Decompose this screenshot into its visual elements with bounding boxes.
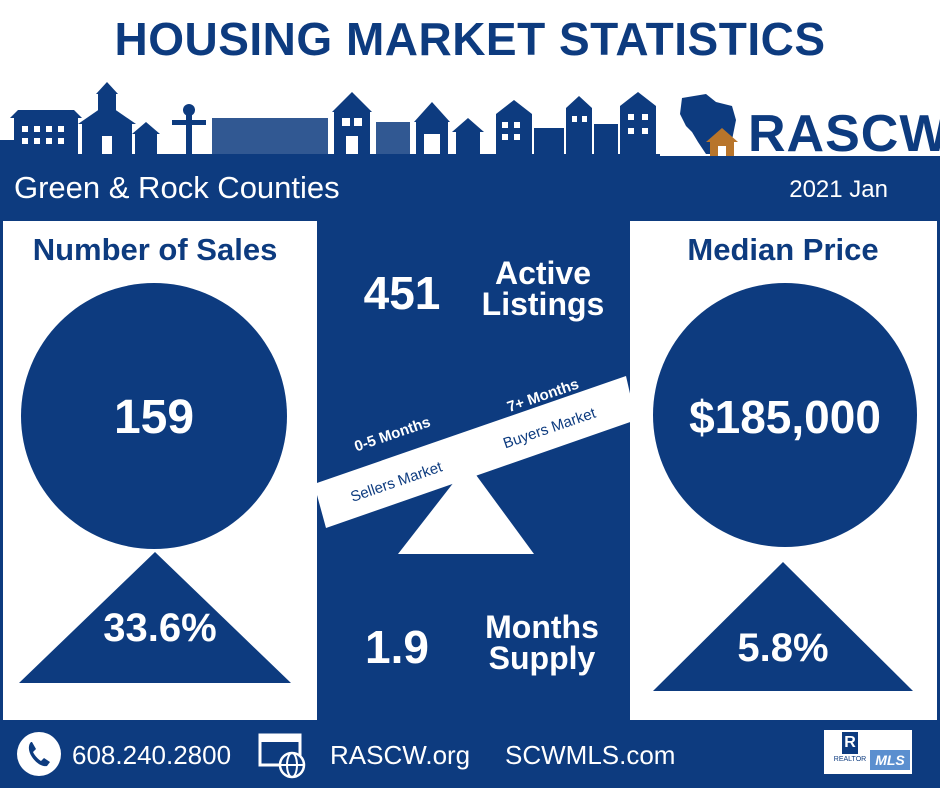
region-band — [0, 156, 940, 221]
scale-beam — [314, 376, 636, 528]
supply-value: 1.9 — [365, 621, 429, 673]
phone-number[interactable]: 608.240.2800 — [72, 740, 232, 770]
period-label: 2021 Jan — [789, 176, 888, 203]
listings-label: Active Listings — [468, 255, 618, 322]
left-border — [0, 220, 3, 720]
supply-label-line1: Months — [485, 609, 599, 645]
sales-change: 33.6% — [103, 606, 217, 650]
sales-circle — [21, 283, 287, 549]
scale-fulcrum — [398, 464, 534, 554]
realtor-text: REALTOR — [833, 756, 867, 763]
realtor-mls-badge: R REALTOR MLS — [824, 730, 912, 774]
price-up-triangle-icon — [653, 562, 913, 691]
realtor-r-logo: R — [842, 732, 858, 754]
listings-value: 451 — [363, 267, 441, 319]
rascw-link[interactable]: RASCW.org — [330, 740, 471, 770]
page-title: HOUSING MARKET STATISTICS — [114, 13, 826, 65]
price-change: 5.8% — [737, 626, 829, 670]
right-border — [937, 220, 940, 720]
footer-bar — [0, 720, 940, 788]
region-label: Green & Rock Counties — [14, 170, 340, 205]
rascw-logo-text: RASCW — [748, 105, 940, 163]
supply-label: Months Supply — [466, 609, 618, 676]
price-circle — [653, 283, 917, 547]
mls-logo: MLS — [870, 750, 910, 770]
sales-heading: Number of Sales — [32, 232, 278, 267]
sales-value: 159 — [113, 391, 195, 444]
listings-label-line1: Active — [494, 255, 592, 291]
wisconsin-house-icon — [680, 94, 738, 156]
town-skyline-icon — [0, 82, 660, 157]
web-globe-icon — [258, 733, 306, 779]
supply-label-line2: Supply — [488, 640, 596, 676]
scwmls-link[interactable]: SCWMLS.com — [505, 740, 676, 770]
phone-icon — [17, 732, 61, 776]
price-value: $185,000 — [689, 391, 881, 443]
listings-label-line2: Listings — [481, 286, 605, 322]
price-heading: Median Price — [687, 232, 879, 267]
market-balance-scale — [314, 376, 636, 554]
sales-up-triangle-icon — [19, 552, 291, 683]
